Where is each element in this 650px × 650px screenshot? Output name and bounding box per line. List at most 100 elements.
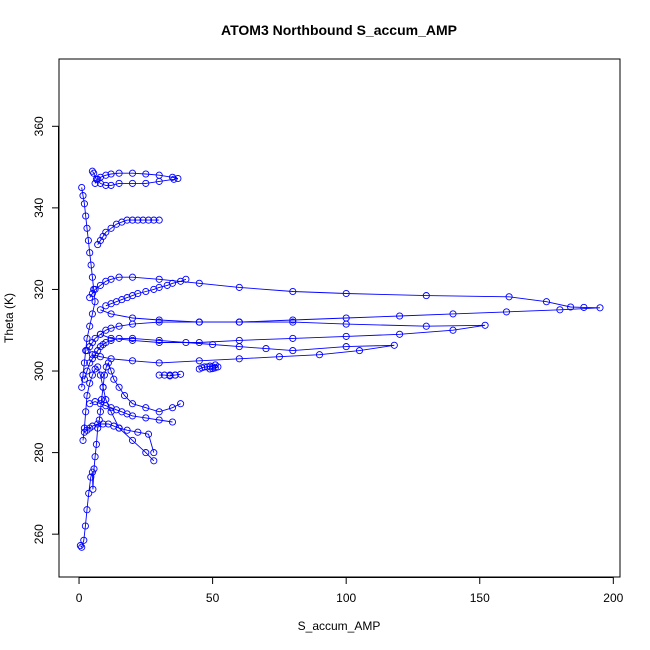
- data-point: [128, 273, 137, 281]
- data-point: [88, 371, 96, 379]
- data-point: [96, 353, 104, 361]
- data-point: [142, 449, 150, 457]
- data-point: [107, 275, 115, 283]
- data-point: [155, 283, 163, 291]
- data-point: [155, 177, 163, 185]
- data-point: [209, 340, 217, 349]
- data-point: [155, 316, 163, 324]
- y-axis: 260 280 300 320 340 360: [32, 116, 59, 544]
- data-point: [449, 310, 457, 318]
- data-point: [150, 449, 158, 457]
- data-point: [580, 303, 588, 311]
- data-point: [96, 330, 104, 338]
- data-point: [79, 436, 87, 444]
- data-series-points: [76, 167, 604, 551]
- data-point: [88, 167, 96, 175]
- data-point: [142, 287, 150, 296]
- data-point: [168, 279, 177, 287]
- data-point: [596, 304, 604, 312]
- data-point: [78, 183, 86, 192]
- data-point: [128, 412, 137, 420]
- data-point: [115, 334, 123, 342]
- data-point: [89, 485, 97, 493]
- x-tick-label: 100: [336, 591, 356, 605]
- data-point: [155, 371, 163, 379]
- data-point: [107, 170, 115, 178]
- data-point: [355, 347, 364, 355]
- data-point: [90, 285, 98, 293]
- data-point: [120, 391, 129, 400]
- data-point: [422, 322, 430, 330]
- data-point: [82, 408, 90, 416]
- data-point: [142, 170, 150, 178]
- data-point: [107, 181, 115, 189]
- x-tick-label: 0: [76, 591, 83, 605]
- data-point: [235, 355, 243, 363]
- data-point: [160, 371, 169, 379]
- data-point: [155, 416, 163, 424]
- data-point: [128, 169, 137, 177]
- data-point: [86, 249, 94, 257]
- data-point: [83, 506, 91, 514]
- data-point: [86, 322, 94, 330]
- data-point: [155, 338, 163, 347]
- y-tick-label: 280: [32, 442, 46, 462]
- data-point: [342, 343, 350, 351]
- data-point: [206, 365, 214, 373]
- data-point: [182, 275, 190, 283]
- data-point: [78, 543, 86, 551]
- data-point: [275, 353, 283, 361]
- data-point: [481, 321, 489, 329]
- data-point: [396, 312, 404, 320]
- data-point: [83, 367, 91, 375]
- data-point: [171, 371, 179, 379]
- data-point: [96, 408, 104, 416]
- data-point: [177, 370, 185, 378]
- data-point: [91, 453, 99, 461]
- data-point: [92, 175, 100, 183]
- data-point: [182, 338, 190, 347]
- data-point: [107, 324, 115, 332]
- data-point: [115, 424, 123, 432]
- data-point: [155, 318, 163, 326]
- y-tick-label: 340: [32, 198, 46, 218]
- data-point: [289, 318, 297, 326]
- plot-frame: [58, 58, 621, 578]
- data-point: [95, 416, 103, 424]
- data-point: [142, 414, 150, 422]
- data-point: [174, 174, 182, 183]
- data-point: [79, 371, 87, 379]
- data-point: [88, 468, 96, 476]
- data-point: [107, 224, 115, 232]
- data-point: [166, 371, 174, 379]
- data-point: [102, 171, 110, 179]
- data-point: [155, 275, 163, 283]
- data-point: [91, 334, 99, 342]
- data-point: [128, 357, 137, 365]
- data-point: [107, 310, 115, 318]
- data-point: [81, 522, 89, 530]
- data-point: [144, 430, 153, 438]
- data-point: [128, 179, 137, 187]
- data-point: [92, 440, 100, 448]
- y-tick-label: 360: [32, 116, 46, 136]
- data-point: [94, 420, 102, 428]
- y-tick-label: 320: [32, 279, 46, 299]
- data-point: [195, 279, 203, 287]
- data-point: [82, 212, 90, 220]
- data-point: [235, 283, 243, 291]
- data-point: [107, 367, 115, 375]
- data-point: [78, 383, 86, 391]
- series-line: [97, 219, 160, 245]
- data-point: [195, 318, 203, 326]
- data-point: [134, 216, 142, 224]
- series-line: [86, 321, 486, 351]
- data-point: [289, 334, 297, 342]
- data-point: [342, 332, 350, 340]
- data-point: [289, 347, 297, 355]
- data-point: [150, 457, 158, 465]
- data-point: [87, 473, 95, 481]
- data-point: [128, 216, 137, 224]
- data-point: [110, 375, 118, 383]
- x-axis-label: S_accum_AMP: [298, 619, 381, 633]
